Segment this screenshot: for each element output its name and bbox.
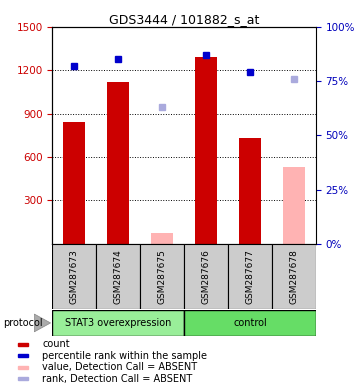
Text: GSM287675: GSM287675 [158, 249, 167, 304]
Bar [195, 57, 217, 244]
Bar [184, 244, 228, 309]
Bar [18, 377, 28, 380]
Text: value, Detection Call = ABSENT: value, Detection Call = ABSENT [42, 362, 197, 372]
Bar [239, 138, 261, 244]
Bar [283, 167, 305, 244]
Text: STAT3 overexpression: STAT3 overexpression [65, 318, 171, 328]
Bar [96, 244, 140, 309]
Bar [63, 122, 85, 244]
Bar [228, 244, 272, 309]
Text: control: control [233, 318, 267, 328]
Text: percentile rank within the sample: percentile rank within the sample [42, 351, 207, 361]
Text: GSM287678: GSM287678 [290, 249, 299, 304]
Polygon shape [34, 314, 51, 332]
Text: GSM287674: GSM287674 [114, 249, 123, 304]
Bar [18, 354, 28, 357]
Text: GSM287673: GSM287673 [70, 249, 79, 304]
Text: GSM287676: GSM287676 [201, 249, 210, 304]
Bar [184, 310, 316, 336]
Bar [151, 233, 173, 244]
Bar [18, 343, 28, 346]
Bar [18, 366, 28, 369]
Bar [52, 244, 96, 309]
Text: rank, Detection Call = ABSENT: rank, Detection Call = ABSENT [42, 374, 192, 384]
Title: GDS3444 / 101882_s_at: GDS3444 / 101882_s_at [109, 13, 259, 26]
Bar [140, 244, 184, 309]
Text: count: count [42, 339, 70, 349]
Bar [52, 310, 184, 336]
Text: GSM287677: GSM287677 [245, 249, 255, 304]
Text: protocol: protocol [4, 318, 43, 328]
Bar [107, 82, 129, 244]
Bar [272, 244, 316, 309]
